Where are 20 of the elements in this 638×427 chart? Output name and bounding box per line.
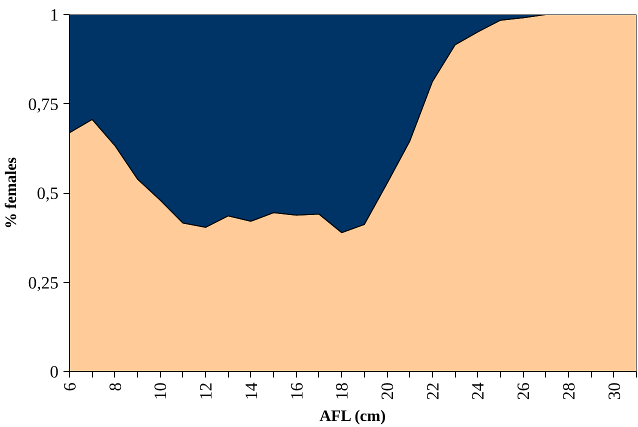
y-tick-label: 0,75: [28, 94, 59, 114]
x-tick-label: 24: [468, 382, 488, 400]
x-tick-label: 14: [242, 382, 261, 400]
x-tick-label: 30: [604, 382, 624, 400]
x-tick-label: 12: [196, 382, 216, 400]
x-tick-label: 6: [60, 382, 80, 392]
y-tick-label: 1: [50, 6, 59, 24]
y-tick-label: 0,25: [28, 273, 59, 292]
x-tick-label: 8: [106, 382, 125, 392]
x-axis-title: AFL (cm): [319, 408, 386, 425]
x-tick-label: 22: [423, 382, 442, 400]
x-tick-label: 20: [378, 382, 398, 400]
x-tick-label: 28: [559, 382, 578, 400]
y-tick-label: 0,5: [36, 184, 59, 203]
x-tick-label: 18: [332, 382, 352, 400]
y-tick-label: 0: [50, 362, 59, 382]
y-axis-title: % females: [3, 157, 20, 229]
x-tick-label: 26: [514, 382, 534, 400]
x-tick-label: 10: [151, 382, 170, 400]
x-tick-label: 16: [287, 382, 306, 400]
